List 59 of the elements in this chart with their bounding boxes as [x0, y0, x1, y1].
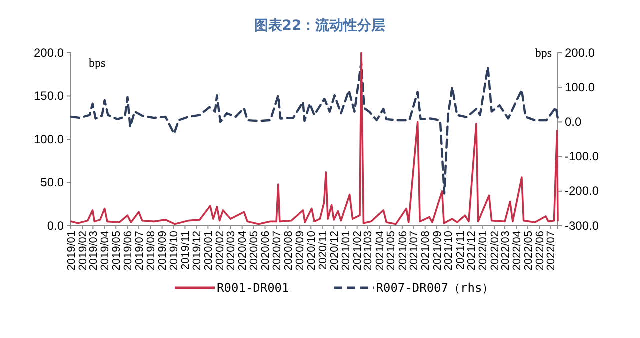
x-tick-label: 2021/10: [443, 231, 456, 271]
y2-tick-label: 100.0: [565, 80, 596, 94]
y2-tick-label: 200.0: [565, 46, 596, 60]
y-tick-label: 200.0: [34, 46, 64, 60]
x-tick-label: 2019/05: [110, 231, 123, 271]
x-tick-label: 2022/06: [534, 231, 546, 271]
y-tick-label: 0.0: [47, 218, 64, 233]
x-tick-label: 2022/01: [478, 231, 490, 271]
x-tick-label: 2021/04: [374, 231, 386, 271]
x-tick-label: 2019/01: [66, 231, 78, 271]
x-tick-label: 2021/05: [386, 231, 398, 271]
legend-label: R001-DR001: [217, 281, 290, 295]
x-tick-label: 2019/06: [122, 231, 135, 271]
y2-tick-label: 0.0: [565, 115, 582, 130]
x-tick-label: 2021/12: [466, 231, 478, 271]
y-tick-label: 100.0: [34, 132, 64, 146]
y-tick-label: 150.0: [34, 89, 64, 104]
x-tick-label: 2019/11: [180, 231, 192, 270]
x-tick-label: 2019/02: [78, 231, 90, 271]
x-tick-label: 2020/02: [214, 231, 227, 271]
y-axis-title: bps: [89, 56, 106, 70]
x-tick-label: 2020/09: [294, 231, 307, 271]
x-tick-label: 2021/09: [432, 231, 444, 271]
x-tick-label: 2021/07: [408, 231, 421, 271]
x-tick-label: 2021/02: [352, 231, 364, 271]
x-tick-label: 2019/04: [100, 231, 112, 271]
y2-axis-title: bps: [535, 46, 552, 60]
x-tick-label: 2020/08: [283, 231, 296, 271]
x-tick-label: 2019/08: [146, 231, 158, 271]
x-tick-label: 2020/12: [328, 231, 341, 271]
x-tick-label: 2020/06: [260, 231, 272, 271]
x-tick-label: 2020/04: [237, 231, 250, 271]
x-tick-label: 2022/05: [522, 231, 535, 271]
legend-label: R007-DR007（rhs）: [376, 281, 494, 295]
x-tick-label: 2020/11: [318, 231, 330, 270]
x-tick-label: 2020/01: [203, 231, 216, 271]
x-tick-label: 2019/12: [191, 231, 204, 271]
x-tick-label: 2021/03: [362, 231, 375, 271]
y2-tick-label: -100.0: [565, 150, 600, 164]
x-tick-label: 2019/07: [134, 231, 146, 271]
y-tick-label: 50.0: [40, 176, 64, 190]
x-tick-label: 2021/06: [397, 231, 410, 271]
x-tick-label: 2021/08: [420, 231, 432, 271]
x-tick-label: 2020/03: [226, 231, 238, 271]
x-tick-label: 2020/07: [271, 231, 284, 271]
x-tick-label: 2022/07: [546, 231, 558, 271]
x-tick-label: 2022/04: [512, 231, 524, 271]
x-tick-label: 2019/03: [88, 231, 100, 271]
y2-tick-label: -300.0: [565, 218, 600, 233]
x-tick-label: 2019/10: [168, 231, 180, 271]
x-tick-label: 2021/01: [340, 231, 353, 271]
x-tick-label: 2021/11: [454, 231, 467, 270]
chart-title: 图表22：流动性分层: [254, 17, 386, 34]
x-tick-label: 2020/05: [248, 231, 260, 271]
y2-tick-label: -200.0: [565, 184, 600, 198]
x-tick-label: 2020/10: [306, 231, 318, 271]
x-tick-label: 2022/02: [489, 231, 502, 271]
x-tick-label: 2019/09: [157, 231, 170, 271]
x-tick-label: 2022/03: [500, 231, 512, 271]
